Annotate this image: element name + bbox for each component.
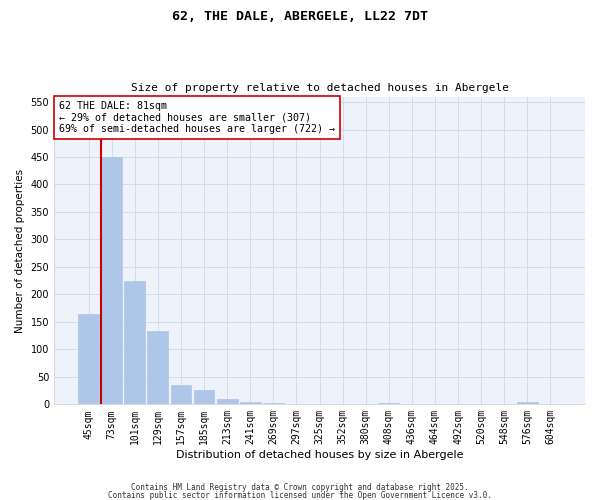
- X-axis label: Distribution of detached houses by size in Abergele: Distribution of detached houses by size …: [176, 450, 463, 460]
- Title: Size of property relative to detached houses in Abergele: Size of property relative to detached ho…: [131, 83, 509, 93]
- Text: 62, THE DALE, ABERGELE, LL22 7DT: 62, THE DALE, ABERGELE, LL22 7DT: [172, 10, 428, 23]
- Bar: [194, 390, 214, 404]
- Bar: [124, 280, 145, 404]
- Y-axis label: Number of detached properties: Number of detached properties: [15, 168, 25, 332]
- Bar: [101, 157, 122, 404]
- Bar: [517, 402, 538, 404]
- Bar: [379, 402, 399, 404]
- Text: Contains public sector information licensed under the Open Government Licence v3: Contains public sector information licen…: [108, 490, 492, 500]
- Bar: [263, 402, 284, 404]
- Text: 62 THE DALE: 81sqm
← 29% of detached houses are smaller (307)
69% of semi-detach: 62 THE DALE: 81sqm ← 29% of detached hou…: [59, 101, 335, 134]
- Bar: [78, 314, 99, 404]
- Text: Contains HM Land Registry data © Crown copyright and database right 2025.: Contains HM Land Registry data © Crown c…: [131, 484, 469, 492]
- Bar: [148, 331, 168, 404]
- Bar: [240, 402, 260, 404]
- Bar: [170, 384, 191, 404]
- Bar: [217, 400, 238, 404]
